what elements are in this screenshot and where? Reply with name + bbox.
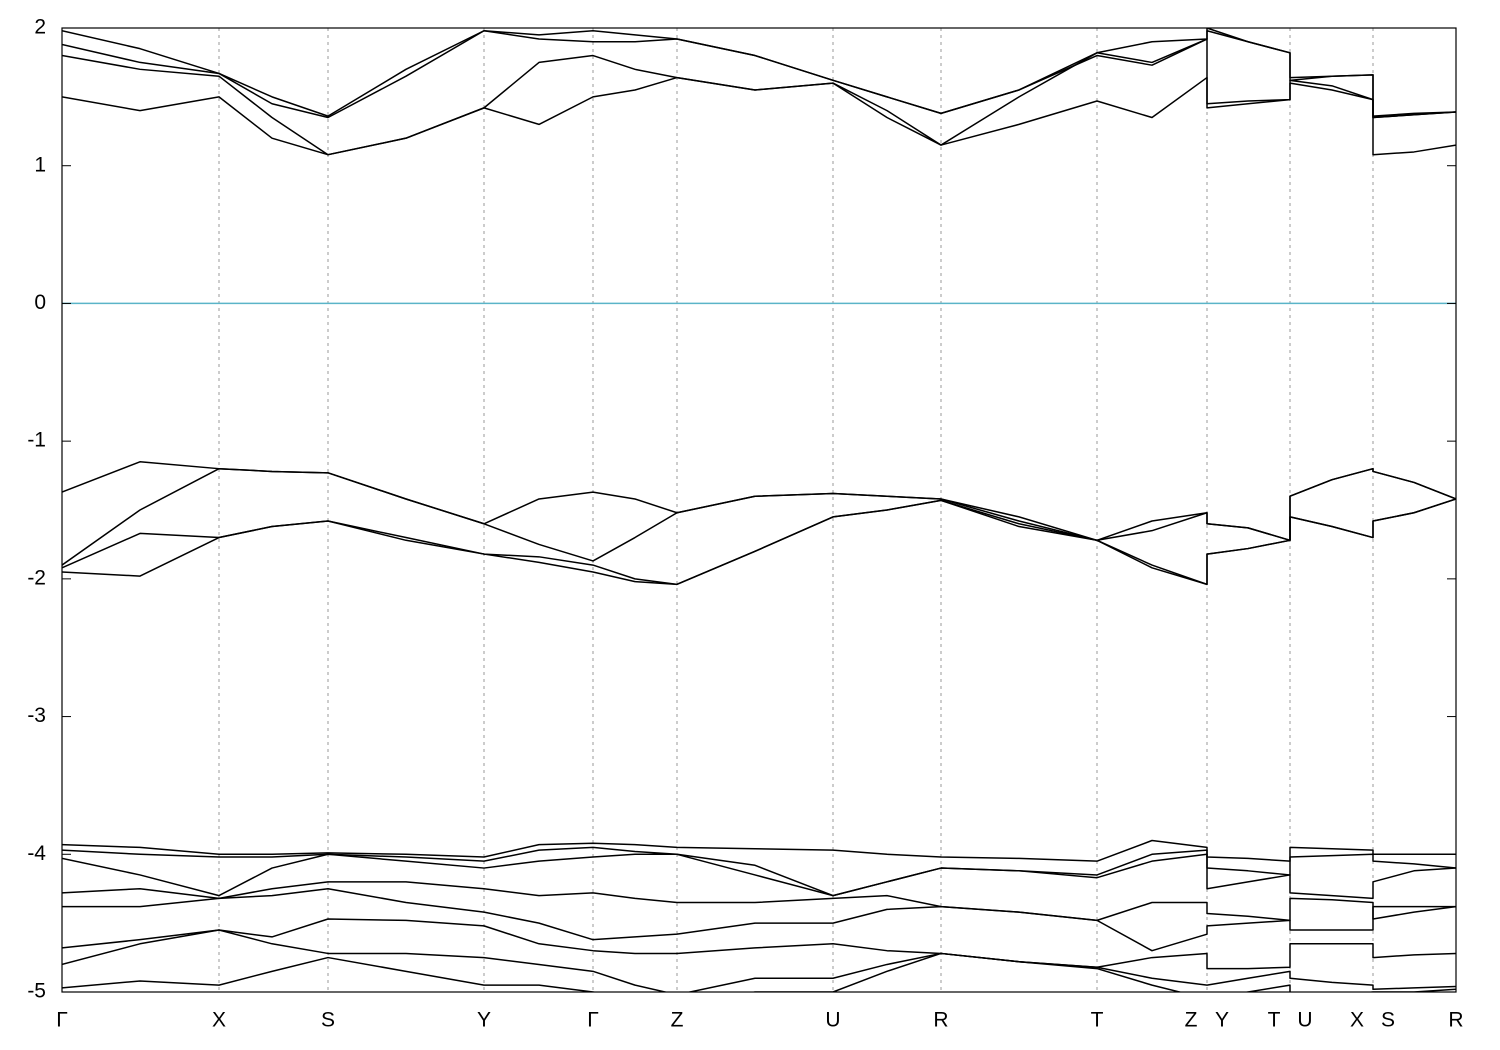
x-tick-label: S xyxy=(321,1009,335,1032)
x-tick-label: Γ xyxy=(587,1009,599,1032)
band-line xyxy=(62,839,1456,862)
y-tick-label: -2 xyxy=(27,566,46,589)
x-tick-label: U xyxy=(825,1009,840,1032)
x-tick-label: Z xyxy=(671,1009,684,1032)
y-tick-label: 0 xyxy=(34,291,46,314)
band-line xyxy=(62,853,1456,900)
y-tick-label: 1 xyxy=(34,153,46,176)
band-line xyxy=(62,918,1456,970)
band-line xyxy=(62,467,1456,566)
band-line xyxy=(62,887,1456,952)
band-line xyxy=(62,498,1456,586)
grid xyxy=(218,28,1374,992)
x-tick-label: X xyxy=(212,1009,226,1032)
x-tick-label: Y xyxy=(477,1009,491,1032)
x-tick-label: T xyxy=(1091,1009,1104,1032)
bands xyxy=(62,28,1456,992)
x-tick-label: R xyxy=(933,1009,948,1032)
x-tick-label: Z xyxy=(1185,1009,1198,1032)
band-line xyxy=(62,929,1456,992)
y-tick-label: -5 xyxy=(27,980,46,1003)
x-tick-label: R xyxy=(1448,1009,1463,1032)
y-tick-label: -3 xyxy=(27,704,46,727)
band-line xyxy=(62,38,1456,156)
band-line xyxy=(62,498,1456,586)
band-line xyxy=(62,881,1456,922)
x-tick-label: X xyxy=(1350,1009,1364,1032)
x-tick-label: Y xyxy=(1215,1009,1229,1032)
y-tick-label: 2 xyxy=(34,16,46,39)
x-tick-label: Γ xyxy=(56,1009,68,1032)
x-tick-label: S xyxy=(1381,1009,1395,1032)
band-line xyxy=(62,28,1456,117)
band-line xyxy=(62,952,1456,992)
y-tick-label: -1 xyxy=(27,429,46,452)
y-tick-label: -4 xyxy=(27,842,46,865)
plot-frame xyxy=(61,27,1457,993)
x-tick-label: T xyxy=(1268,1009,1281,1032)
x-tick-label: U xyxy=(1297,1009,1312,1032)
